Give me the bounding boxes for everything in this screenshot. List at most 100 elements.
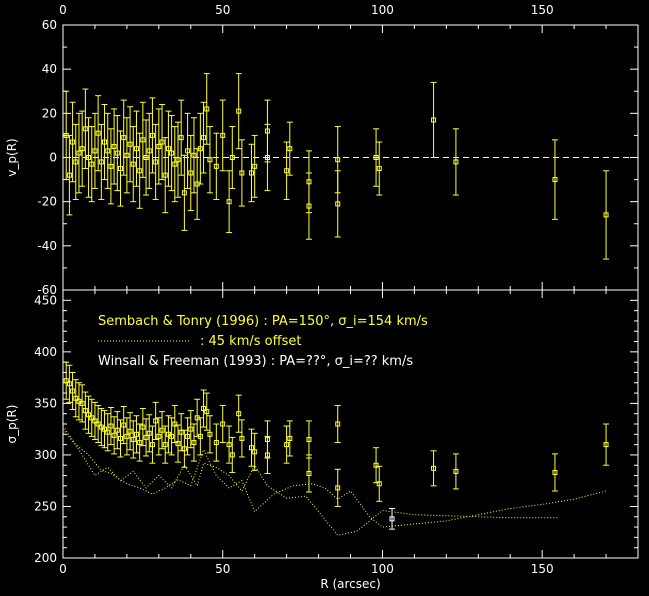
- data-point: [603, 212, 609, 218]
- data-point: [89, 415, 95, 421]
- data-point: [63, 378, 69, 384]
- data-point: [552, 177, 558, 183]
- data-point: [143, 434, 149, 440]
- data-point: [207, 431, 213, 437]
- data-point: [603, 442, 609, 448]
- data-point: [376, 481, 382, 487]
- data-point: [376, 166, 382, 172]
- data-point: [236, 411, 242, 417]
- data-point: [306, 179, 312, 185]
- x-tick-label: 150: [531, 562, 554, 576]
- data-point: [137, 440, 143, 446]
- data-point: [86, 412, 92, 418]
- data-point: [146, 430, 152, 436]
- data-point: [140, 424, 146, 430]
- data-point: [165, 146, 171, 152]
- data-point: [185, 148, 191, 154]
- legend-entry-winsall: Winsall & Freeman (1993) : PA=??°, σ_i=?…: [98, 354, 413, 369]
- data-point: [373, 462, 379, 468]
- data-point: [175, 157, 181, 163]
- data-point: [82, 408, 88, 414]
- data-point: [86, 155, 92, 160]
- data-point: [181, 446, 187, 452]
- data-point: [204, 106, 210, 112]
- data-point: [207, 157, 213, 163]
- data-point: [66, 381, 72, 387]
- x-tick-label: 100: [371, 562, 394, 576]
- data-point: [127, 141, 133, 147]
- data-point: [169, 433, 175, 439]
- data-point: [89, 161, 95, 167]
- data-point: [73, 395, 79, 401]
- y-tick-label: -60: [37, 283, 57, 297]
- data-point: [175, 441, 181, 447]
- data-point: [153, 159, 159, 165]
- data-point: [185, 433, 191, 439]
- data-point: [92, 418, 98, 424]
- data-point: [287, 435, 293, 441]
- data-point: [133, 431, 139, 437]
- data-point: [114, 427, 120, 433]
- data-point: [159, 139, 165, 145]
- data-point: [201, 135, 207, 141]
- data-point: [133, 146, 139, 152]
- y-tick-label: 400: [34, 345, 57, 359]
- data-point: [95, 421, 101, 427]
- data-point: [220, 132, 226, 138]
- data-point: [453, 468, 459, 474]
- data-point: [213, 163, 219, 169]
- x-tick-label-top: 150: [531, 3, 554, 17]
- data-point: [98, 159, 104, 165]
- data-point: [121, 135, 127, 141]
- data-point: [306, 470, 312, 476]
- data-point: [162, 172, 168, 178]
- data-point: [159, 427, 165, 433]
- data-point: [137, 168, 143, 174]
- data-point: [82, 126, 88, 132]
- data-point: [70, 388, 76, 394]
- data-point: [335, 201, 341, 207]
- data-point: [178, 429, 184, 435]
- data-point: [178, 135, 184, 141]
- data-point: [105, 429, 111, 435]
- data-point: [284, 168, 290, 174]
- data-point: [226, 442, 232, 448]
- data-point: [79, 400, 85, 406]
- y-tick-label: 200: [34, 551, 57, 565]
- data-point: [264, 452, 270, 458]
- y-tick-label: -40: [37, 239, 57, 253]
- data-point: [248, 170, 254, 176]
- data-point: [79, 146, 85, 152]
- data-point: [191, 152, 197, 158]
- data-point: [105, 148, 111, 154]
- data-point: [146, 148, 152, 154]
- y-tick-label: 350: [34, 396, 57, 410]
- data-point: [162, 442, 168, 448]
- data-point: [140, 137, 146, 143]
- data-point: [229, 452, 235, 458]
- data-point: [453, 159, 459, 165]
- data-point: [127, 428, 133, 434]
- data-point: [335, 421, 341, 427]
- data-point: [335, 157, 341, 163]
- legend-entry-sembach: Sembach & Tonry (1996) : PA=150°, σ_i=15…: [98, 314, 428, 329]
- x-tick-label: 0: [59, 562, 67, 576]
- data-point: [124, 433, 130, 439]
- legend-entry-offset: : 45 km/s offset: [200, 334, 301, 349]
- data-point: [431, 465, 437, 471]
- y-axis-label: σ_p(R): [5, 405, 19, 444]
- data-point: [76, 150, 82, 156]
- x-axis-label: R (arcsec): [320, 577, 380, 591]
- data-point: [156, 143, 162, 149]
- velocity-panel: 0 50 100 150 -60 -40 -20 0 20 40 60 v_p(R): [5, 3, 639, 297]
- offset-curve: [62, 428, 559, 536]
- y-axis-label: v_p(R): [5, 138, 19, 176]
- y-tick-label: 0: [49, 151, 57, 165]
- data-point: [73, 159, 79, 165]
- data-point: [111, 143, 117, 149]
- data-point: [239, 435, 245, 441]
- x-tick-label-top: 100: [371, 3, 394, 17]
- data-point: [156, 433, 162, 439]
- data-point: [252, 449, 258, 455]
